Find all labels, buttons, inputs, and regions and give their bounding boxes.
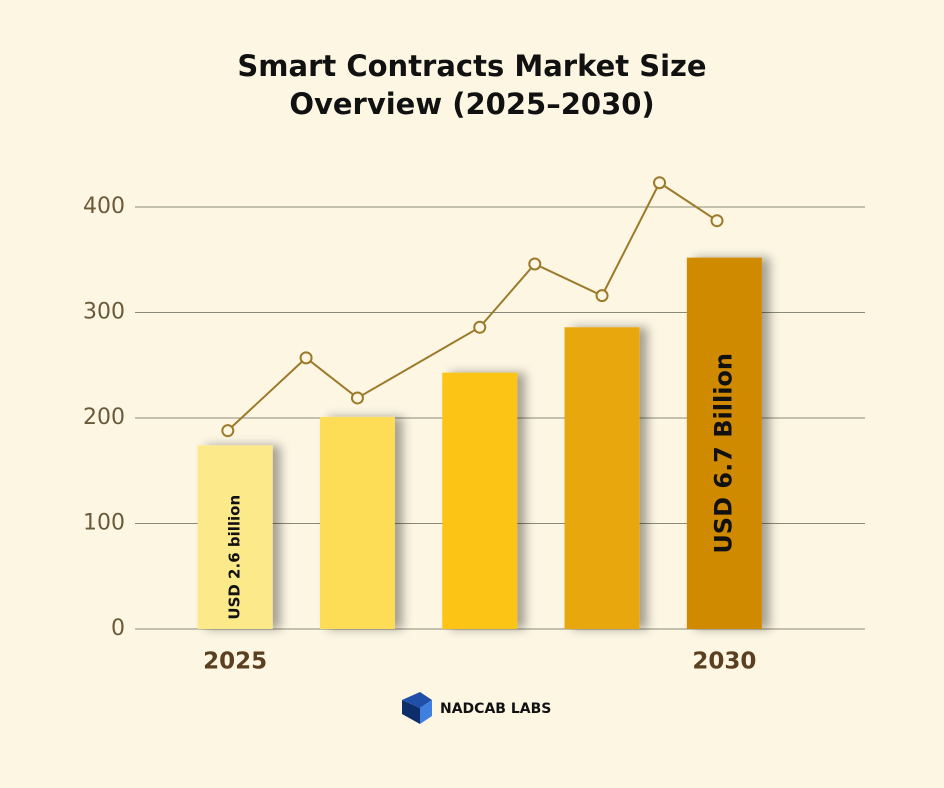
line (227, 181, 718, 432)
line-point (528, 257, 542, 271)
logo-icon (402, 700, 420, 724)
logo-text: NADCAB LABS (440, 701, 551, 717)
bar (442, 372, 518, 629)
line-point (350, 391, 364, 405)
line-point (299, 351, 313, 365)
plot-area: 0 100 200 300 400 2025 2030 USD 2.6 billion USD … (83, 176, 865, 675)
line-point (221, 424, 235, 438)
y-tick-label: 200 (83, 405, 125, 430)
x-tick-label: 2030 (692, 649, 756, 675)
logo-icon (402, 692, 432, 708)
y-tick-label: 300 (83, 300, 125, 325)
bar-annotation: USD 2.6 billion (226, 495, 244, 620)
chart-title: Smart Contracts Market Size (237, 49, 706, 83)
line-point (473, 320, 487, 334)
bar (197, 445, 273, 629)
chart-title: Overview (2025–2030) (289, 87, 654, 121)
y-tick-label: 400 (83, 194, 125, 219)
x-tick-label: 2025 (203, 649, 267, 675)
line-point (710, 214, 724, 228)
bar (564, 327, 640, 629)
y-tick-label: 100 (83, 511, 125, 536)
line-point (595, 289, 609, 303)
logo: NADCAB LABS (402, 692, 551, 724)
bar-annotation: USD 6.7 Billion (709, 353, 737, 554)
bar (686, 257, 762, 629)
bar (319, 416, 395, 629)
y-tick-label: 0 (111, 616, 125, 641)
logo-icon (420, 700, 432, 724)
line-point (653, 176, 667, 190)
